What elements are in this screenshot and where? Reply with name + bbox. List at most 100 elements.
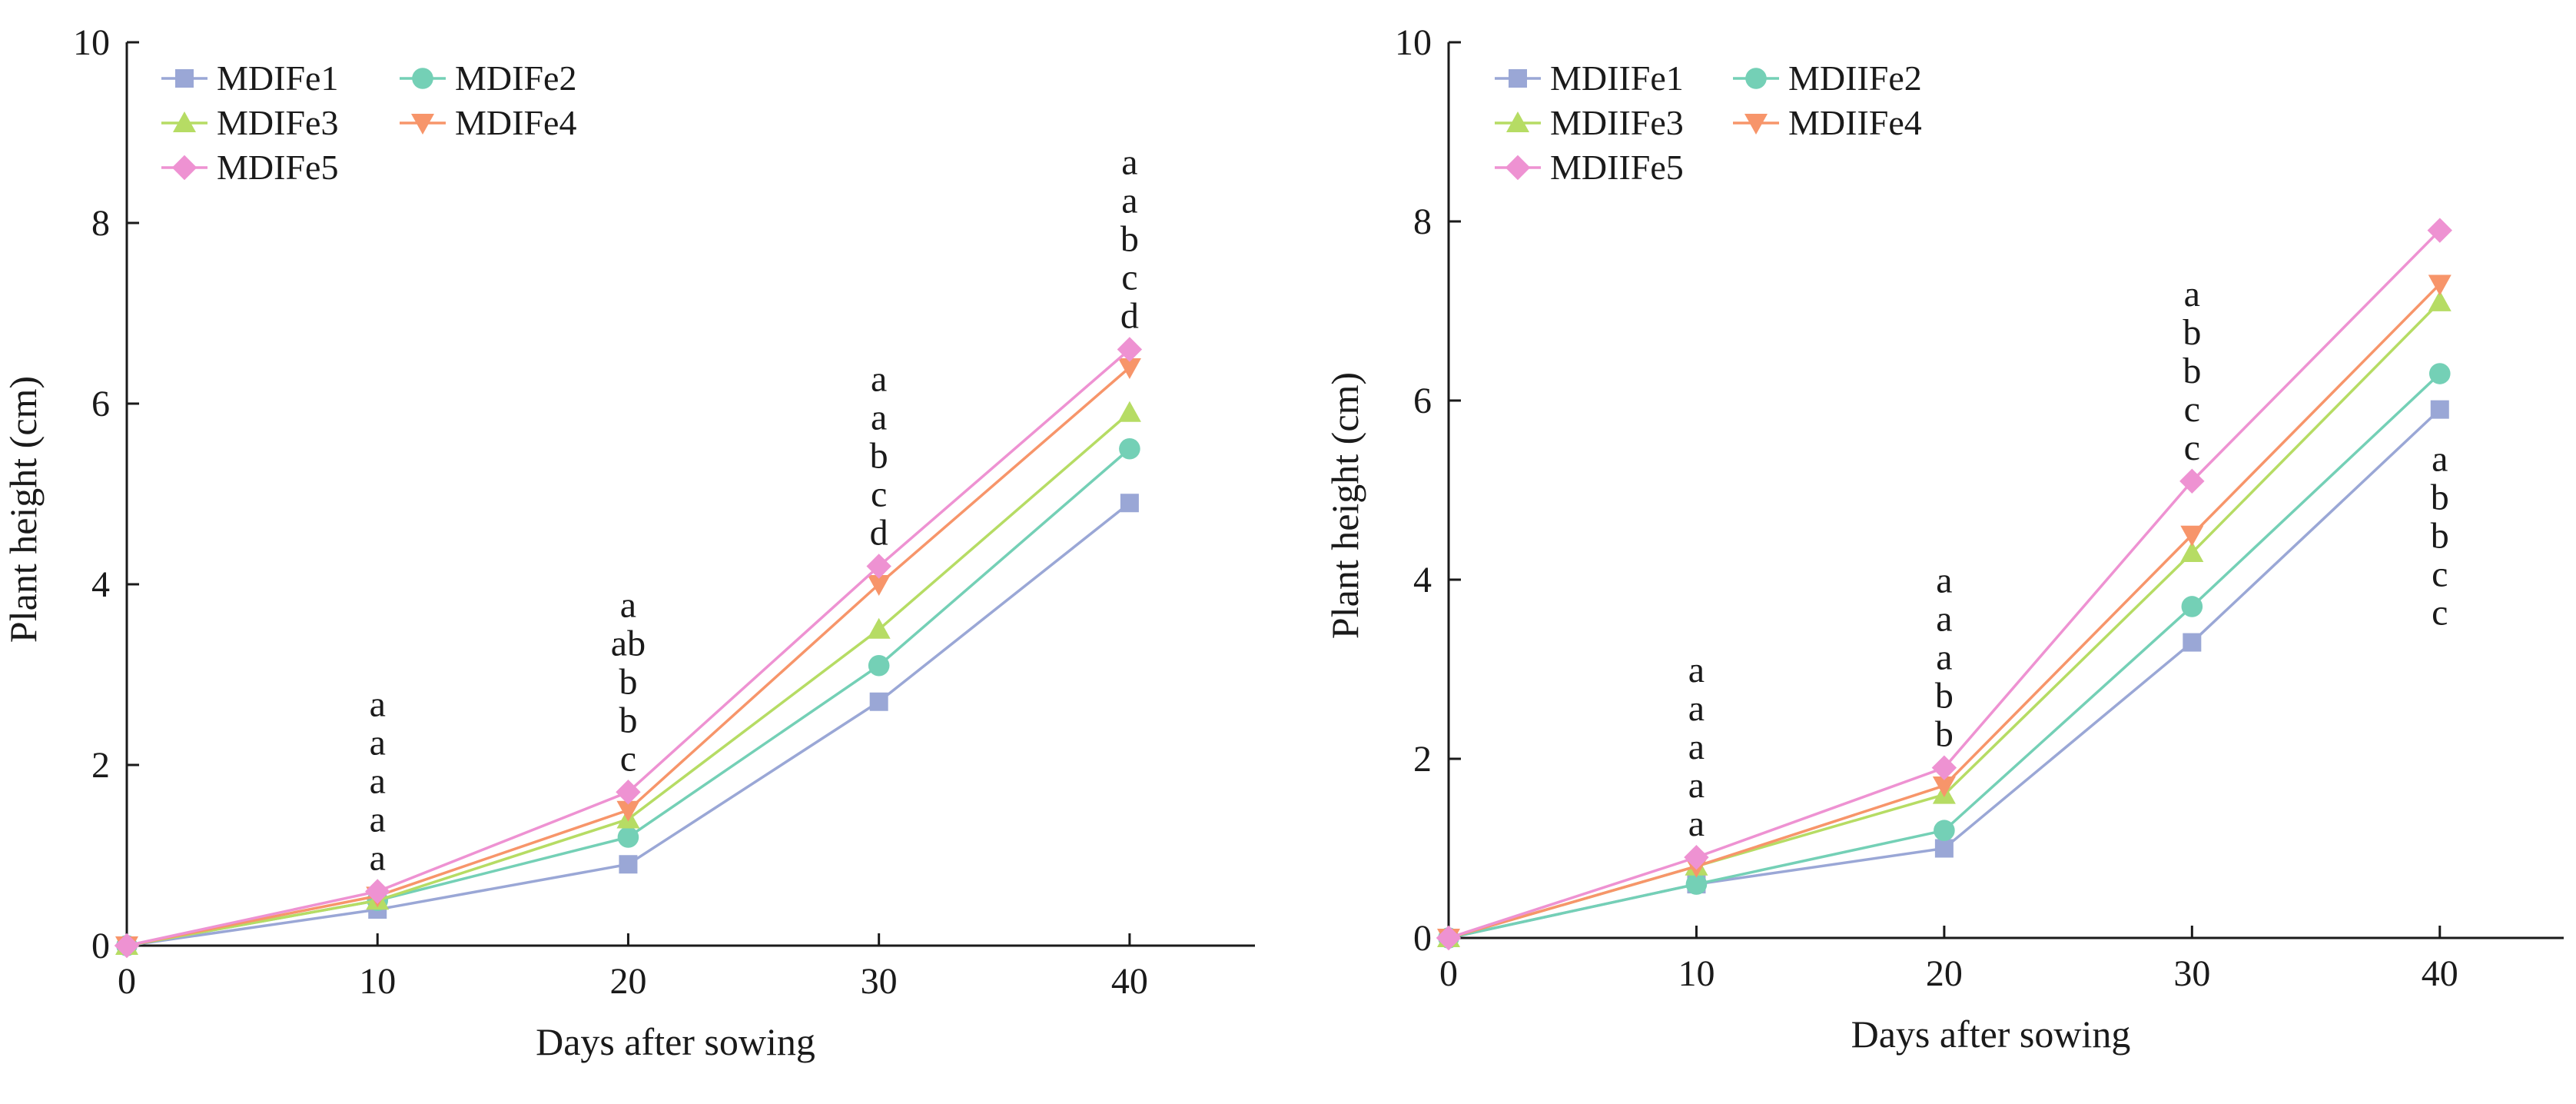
- legend-label: MDIFe4: [455, 103, 576, 142]
- significance-letter: a: [370, 761, 386, 802]
- data-point: [2180, 525, 2204, 547]
- x-tick-label: 20: [1926, 953, 1963, 994]
- significance-letter: a: [1688, 727, 1705, 767]
- significance-letter: c: [2432, 593, 2448, 633]
- chart-panel-1: 0 2 4 6 8 10 0 10 20 30 40 Days after sowing Plant h…: [2, 22, 1255, 1063]
- significance-letter: a: [1936, 560, 1952, 601]
- data-point: [617, 826, 639, 848]
- data-point: [866, 554, 891, 579]
- legend-item-MDIFe1: MDIFe1: [161, 58, 338, 98]
- x-tick-label: 30: [861, 961, 898, 1002]
- y-tick-label: 10: [73, 22, 110, 63]
- x-axis-title: Days after sowing: [1851, 1013, 2131, 1056]
- data-point: [365, 879, 390, 904]
- significance-letter: c: [2432, 554, 2448, 595]
- significance-letter: b: [2431, 477, 2449, 518]
- legend-item-MDIFe5: MDIFe5: [161, 148, 338, 187]
- data-point: [2183, 633, 2202, 652]
- x-tick-label: 40: [1111, 961, 1148, 1002]
- x-tick-label: 20: [609, 961, 646, 1002]
- y-tick-label: 10: [1395, 22, 1432, 63]
- significance-letter: c: [1121, 258, 1137, 298]
- series-MDIIFe5: [1436, 218, 2452, 951]
- data-point: [1120, 494, 1139, 513]
- legend: MDIIFe1 MDIIFe2 MDIIFe3 MDIIFe4 MDIIFe5: [1495, 58, 1922, 187]
- y-tick-label: 4: [91, 564, 110, 605]
- significance-letter: b: [2431, 516, 2449, 557]
- data-point: [2428, 363, 2451, 384]
- significance-letter: b: [1935, 676, 1954, 717]
- significance-letter: a: [370, 723, 386, 763]
- significance-letter: a: [1688, 650, 1705, 690]
- series-MDIFe5: [114, 337, 1143, 959]
- x-tick-label: 10: [359, 961, 396, 1002]
- data-point: [869, 692, 888, 711]
- data-point: [114, 933, 140, 959]
- y-axis-title: Plant height (cm): [2, 376, 45, 643]
- significance-letter: d: [870, 513, 888, 554]
- legend-marker: [173, 111, 196, 132]
- legend-label: MDIFe1: [217, 58, 338, 98]
- legend-marker: [1745, 68, 1767, 89]
- legend-item-MDIIFe5: MDIIFe5: [1495, 148, 1684, 187]
- significance-letter: a: [620, 584, 636, 625]
- legend-item-MDIFe3: MDIFe3: [161, 103, 338, 142]
- legend-marker: [1505, 155, 1531, 181]
- data-point: [1685, 873, 1708, 895]
- significance-letter: a: [1936, 599, 1952, 640]
- legend-item-MDIIFe3: MDIIFe3: [1495, 103, 1684, 142]
- data-point: [2430, 400, 2449, 419]
- legend-item-MDIFe2: MDIFe2: [400, 58, 576, 98]
- data-point: [619, 855, 638, 874]
- x-tick-label: 0: [1439, 953, 1458, 994]
- data-point: [616, 800, 640, 822]
- data-point: [867, 617, 891, 639]
- y-tick-label: 0: [1413, 918, 1432, 959]
- data-point: [868, 654, 890, 677]
- y-tick-label: 6: [91, 384, 110, 424]
- significance-letter: b: [2183, 312, 2201, 353]
- legend-marker: [175, 69, 194, 88]
- data-point: [1436, 925, 1462, 951]
- x-axis-title: Days after sowing: [536, 1020, 815, 1063]
- y-tick-label: 8: [1413, 201, 1432, 242]
- data-point: [2179, 468, 2205, 494]
- significance-letter: a: [2432, 439, 2448, 480]
- significance-letter: b: [1935, 714, 1954, 755]
- significance-letter: a: [1688, 688, 1705, 729]
- legend-label: MDIIFe2: [1788, 58, 1922, 98]
- significance-letter: a: [1121, 181, 1137, 221]
- data-point: [1934, 839, 1954, 858]
- y-tick-label: 6: [1413, 381, 1432, 421]
- data-point: [2180, 541, 2204, 563]
- legend-label: MDIIFe4: [1788, 103, 1922, 142]
- data-point: [867, 575, 891, 596]
- significance-letter: b: [1120, 219, 1139, 260]
- data-point: [616, 780, 641, 805]
- data-point: [1119, 437, 1140, 460]
- significance-letter: d: [1120, 296, 1139, 337]
- significance-letter: ab: [611, 623, 646, 663]
- y-tick-label: 2: [91, 745, 110, 786]
- x-tick-label: 40: [2422, 953, 2458, 994]
- legend-marker: [412, 68, 433, 89]
- significance-letter: c: [620, 738, 636, 779]
- legend-marker: [1744, 114, 1768, 135]
- y-tick-label: 8: [91, 203, 110, 244]
- significance-letter: a: [1121, 142, 1137, 183]
- significance-letter: b: [870, 436, 888, 477]
- data-point: [2181, 596, 2203, 617]
- data-point: [2428, 274, 2452, 296]
- y-tick-label: 2: [1413, 739, 1432, 780]
- significance-letter: a: [370, 684, 386, 725]
- legend-marker: [1506, 111, 1529, 132]
- legend-label: MDIFe5: [217, 148, 338, 187]
- y-tick-label: 4: [1413, 560, 1432, 600]
- data-point: [2428, 290, 2452, 311]
- x-tick-label: 0: [118, 961, 136, 1002]
- legend-marker: [411, 114, 434, 135]
- significance-letter: b: [619, 700, 637, 740]
- significance-letter: c: [2184, 427, 2200, 468]
- legend: MDIFe1 MDIFe2 MDIFe3 MDIFe4 MDIFe5: [161, 58, 576, 187]
